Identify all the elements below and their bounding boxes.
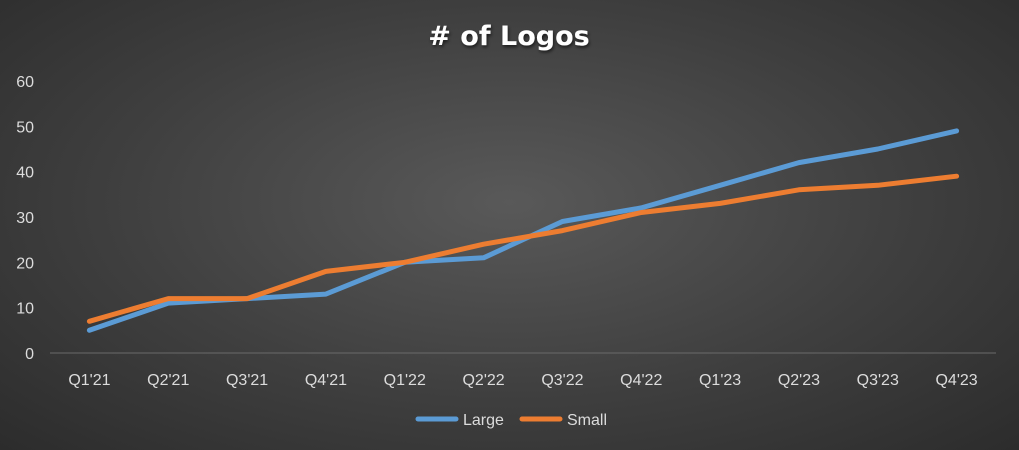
y-tick-label: 20 (16, 255, 34, 272)
y-tick-label: 10 (16, 301, 34, 318)
y-axis: 0 10 20 30 40 50 60 (16, 74, 34, 363)
x-tick-label: Q1'22 (384, 372, 426, 389)
y-tick-label: 30 (16, 210, 34, 227)
x-tick-label: Q4'21 (305, 372, 347, 389)
y-tick-label: 60 (16, 74, 34, 91)
y-tick-label: 0 (25, 346, 34, 363)
x-axis: Q1'21 Q2'21 Q3'21 Q4'21 Q1'22 Q2'22 Q3'22 Q4'22… (68, 372, 977, 389)
y-tick-label: 40 (16, 165, 34, 182)
y-tick-label: 50 (16, 119, 34, 136)
legend: Large Small (415, 412, 607, 429)
legend-label-small: Small (567, 412, 607, 429)
x-tick-label: Q4'22 (620, 372, 662, 389)
chart-title: # of Logos (428, 21, 589, 52)
x-tick-label: Q2'23 (778, 372, 820, 389)
x-tick-label: Q2'22 (462, 372, 504, 389)
series-line-small (86, 173, 960, 324)
x-tick-label: Q3'22 (541, 372, 583, 389)
x-tick-label: Q3'21 (226, 372, 268, 389)
x-tick-label: Q1'23 (699, 372, 741, 389)
x-tick-label: Q2'21 (147, 372, 189, 389)
x-tick-label: Q4'23 (935, 372, 977, 389)
x-tick-label: Q1'21 (68, 372, 110, 389)
legend-label-large: Large (463, 412, 504, 429)
series-group (86, 128, 960, 333)
x-tick-label: Q3'23 (857, 372, 899, 389)
